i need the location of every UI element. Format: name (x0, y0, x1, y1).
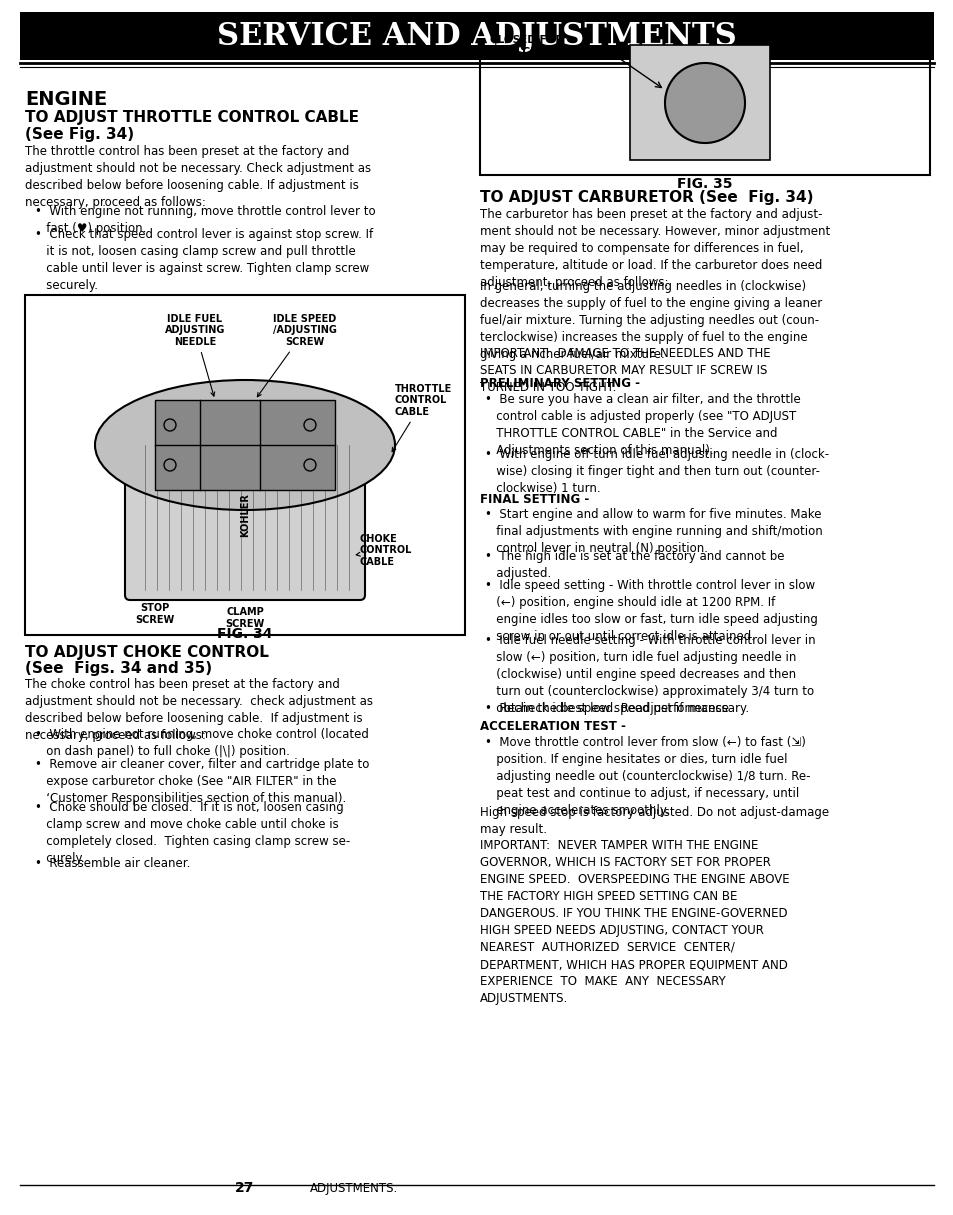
Text: THROTTLE
CONTROL
CABLE: THROTTLE CONTROL CABLE (392, 384, 452, 452)
Text: In general, turning the adjusting needles in (clockwise)
decreases the supply of: In general, turning the adjusting needle… (479, 279, 821, 361)
Text: IDLE FUEL
ADJUSTING
NEEDLE: IDLE FUEL ADJUSTING NEEDLE (165, 313, 225, 396)
Text: •  The high idle is set at the factory and cannot be
   adjusted.: • The high idle is set at the factory an… (484, 550, 783, 580)
FancyBboxPatch shape (154, 400, 335, 490)
Text: (See  Figs. 34 and 35): (See Figs. 34 and 35) (25, 661, 212, 676)
Text: •  Move throttle control lever from slow (←) to fast (⇲)
   position. If engine : • Move throttle control lever from slow … (484, 736, 810, 816)
Text: 27: 27 (235, 1181, 254, 1196)
FancyBboxPatch shape (479, 19, 929, 175)
Ellipse shape (95, 380, 395, 510)
Text: IMPORTANT:  DAMAGE TO THE NEEDLES AND THE
SEATS IN CARBURETOR MAY RESULT IF SCRE: IMPORTANT: DAMAGE TO THE NEEDLES AND THE… (479, 347, 770, 394)
Text: SERVICE AND ADJUSTMENTS: SERVICE AND ADJUSTMENTS (217, 21, 736, 51)
Circle shape (664, 63, 744, 143)
Text: ENGINE: ENGINE (25, 90, 107, 109)
Text: The carburetor has been preset at the factory and adjust-
ment should not be nec: The carburetor has been preset at the fa… (479, 208, 829, 289)
FancyBboxPatch shape (20, 12, 933, 60)
Text: KOHLER: KOHLER (240, 493, 250, 537)
Text: (See Fig. 34): (See Fig. 34) (25, 128, 134, 142)
Text: •  With engine not running, move throttle control lever to
   fast (♥) position.: • With engine not running, move throttle… (35, 205, 375, 234)
Text: •  Idle speed setting - With throttle control lever in slow
   (←) position, eng: • Idle speed setting - With throttle con… (484, 580, 817, 643)
Text: High speed stop is factory adjusted. Do not adjust-damage
may result.: High speed stop is factory adjusted. Do … (479, 806, 828, 836)
Text: ADJUSTMENTS.: ADJUSTMENTS. (310, 1182, 397, 1196)
Text: FINAL SETTING -: FINAL SETTING - (479, 493, 589, 505)
Text: The throttle control has been preset at the factory and
adjustment should not be: The throttle control has been preset at … (25, 145, 371, 209)
Text: •  Choke should be closed.  If it is not, loosen casing
   clamp screw and move : • Choke should be closed. If it is not, … (35, 801, 350, 865)
Text: IDLE SPEED
/ADJUSTING
SCREW: IDLE SPEED /ADJUSTING SCREW (257, 313, 336, 397)
Text: •  Be sure you have a clean air filter, and the throttle
   control cable is adj: • Be sure you have a clean air filter, a… (484, 392, 800, 457)
Text: CLAMP
SCREW: CLAMP SCREW (225, 608, 264, 628)
Text: TO ADJUST CARBURETOR (See  Fig. 34): TO ADJUST CARBURETOR (See Fig. 34) (479, 190, 813, 205)
FancyBboxPatch shape (125, 440, 365, 600)
Text: •  Start engine and allow to warm for five minutes. Make
   final adjustments wi: • Start engine and allow to warm for fiv… (484, 508, 821, 555)
Text: TO ADJUST CHOKE CONTROL: TO ADJUST CHOKE CONTROL (25, 645, 269, 660)
Text: •  Reassemble air cleaner.: • Reassemble air cleaner. (35, 857, 191, 870)
Text: PRELIMINARY SETTING -: PRELIMINARY SETTING - (479, 377, 639, 390)
Text: ACCELERATION TEST -: ACCELERATION TEST - (479, 720, 625, 733)
Text: •  Remove air cleaner cover, filter and cartridge plate to
   expose carburetor : • Remove air cleaner cover, filter and c… (35, 758, 369, 806)
Text: •  Idle fuel needle setting - With throttle control lever in
   slow (←) positio: • Idle fuel needle setting - With thrott… (484, 634, 815, 714)
Text: •  Recheck idle speed. Readjust if necessary.: • Recheck idle speed. Readjust if necess… (484, 702, 748, 714)
FancyBboxPatch shape (629, 45, 769, 160)
Text: The choke control has been preset at the factory and
adjustment should not be ne: The choke control has been preset at the… (25, 678, 373, 742)
Text: STOP
SCREW: STOP SCREW (135, 603, 174, 625)
Text: •  With engine off turn idle fuel adjusting needle in (clock-
   wise) closing i: • With engine off turn idle fuel adjusti… (484, 448, 828, 495)
FancyBboxPatch shape (25, 295, 464, 635)
Text: CHOKE
CONTROL
CABLE: CHOKE CONTROL CABLE (355, 533, 412, 567)
Text: IMPORTANT:  NEVER TAMPER WITH THE ENGINE
GOVERNOR, WHICH IS FACTORY SET FOR PROP: IMPORTANT: NEVER TAMPER WITH THE ENGINE … (479, 840, 789, 1005)
Text: •  With engine not running, move choke control (located
   on dash panel) to ful: • With engine not running, move choke co… (35, 728, 369, 758)
Text: FIG. 34: FIG. 34 (217, 627, 273, 642)
Text: •  Check that speed control lever is against stop screw. If
   it is not, loosen: • Check that speed control lever is agai… (35, 228, 373, 292)
Text: FIG. 35: FIG. 35 (677, 177, 732, 191)
Text: TO ADJUST THROTTLE CONTROL CABLE: TO ADJUST THROTTLE CONTROL CABLE (25, 111, 358, 125)
Text: CLOSED FOR
FULL CHOKE: CLOSED FOR FULL CHOKE (490, 35, 563, 57)
